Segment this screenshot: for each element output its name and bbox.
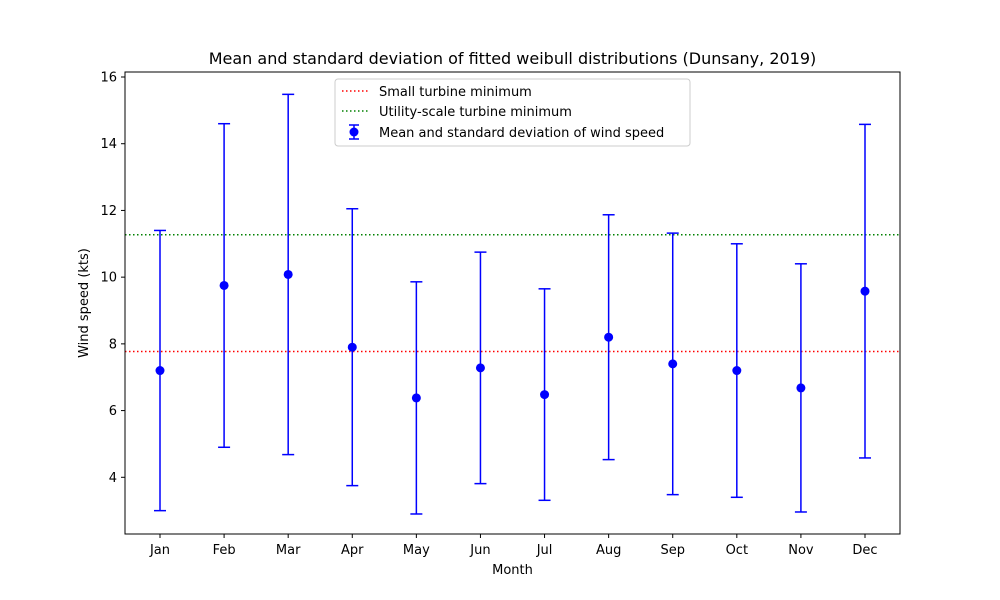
mean-point-apr [347,342,357,352]
legend-swatch-errorbar [349,124,359,140]
mean-point-feb [219,280,229,290]
mean-point-may [411,393,421,403]
reference-lines [125,234,900,353]
y-tick-label-8: 8 [109,337,117,352]
y-tick-label-4: 4 [109,471,117,486]
x-tick-label-nov: Nov [788,543,814,558]
x-tick-label-sep: Sep [660,543,685,558]
mean-point-jul [540,390,550,400]
x-tick-label-dec: Dec [852,543,877,558]
x-axis-label: Month [492,563,533,578]
mean-point-jun [475,363,485,373]
legend-label-utility-turbine: Utility-scale turbine minimum [379,105,572,120]
x-tick-label-jan: Jan [149,543,170,558]
error-bars [154,93,871,515]
y-tick-label-12: 12 [100,204,117,219]
mean-point-mar [283,269,293,279]
mean-point-jan [155,366,165,376]
plot-area [125,72,900,534]
x-tick-label-apr: Apr [341,543,364,558]
x-tick-label-feb: Feb [213,543,236,558]
legend-label-wind-speed: Mean and standard deviation of wind spee… [379,126,664,141]
chart-title: Mean and standard deviation of fitted we… [209,49,817,68]
y-axis-label: Wind speed (kts) [77,248,92,358]
mean-point-nov [796,383,806,393]
x-tick-label-jun: Jun [469,543,490,558]
mean-point-oct [732,366,742,376]
x-tick-label-jul: Jul [536,543,553,558]
y-tick-label-14: 14 [100,137,117,152]
y-axis: 4 6 8 10 12 14 16 [100,71,125,486]
legend: Small turbine minimum Utility-scale turb… [334,78,691,147]
y-tick-label-10: 10 [100,271,117,286]
x-tick-label-mar: Mar [276,543,301,558]
x-tick-label-may: May [403,543,430,558]
x-axis: Jan Feb Mar Apr May Jun Jul Aug Sep Oct Nov Dec [149,534,878,558]
mean-point-dec [860,286,870,296]
legend-box [334,78,691,147]
y-tick-label-6: 6 [109,404,117,419]
x-tick-label-oct: Oct [726,543,748,558]
mean-point-sep [668,359,678,369]
y-tick-label-16: 16 [100,71,117,86]
legend-label-small-turbine: Small turbine minimum [379,85,532,100]
x-tick-label-aug: Aug [596,543,621,558]
mean-point-aug [604,332,614,342]
plot-frame [124,71,901,535]
